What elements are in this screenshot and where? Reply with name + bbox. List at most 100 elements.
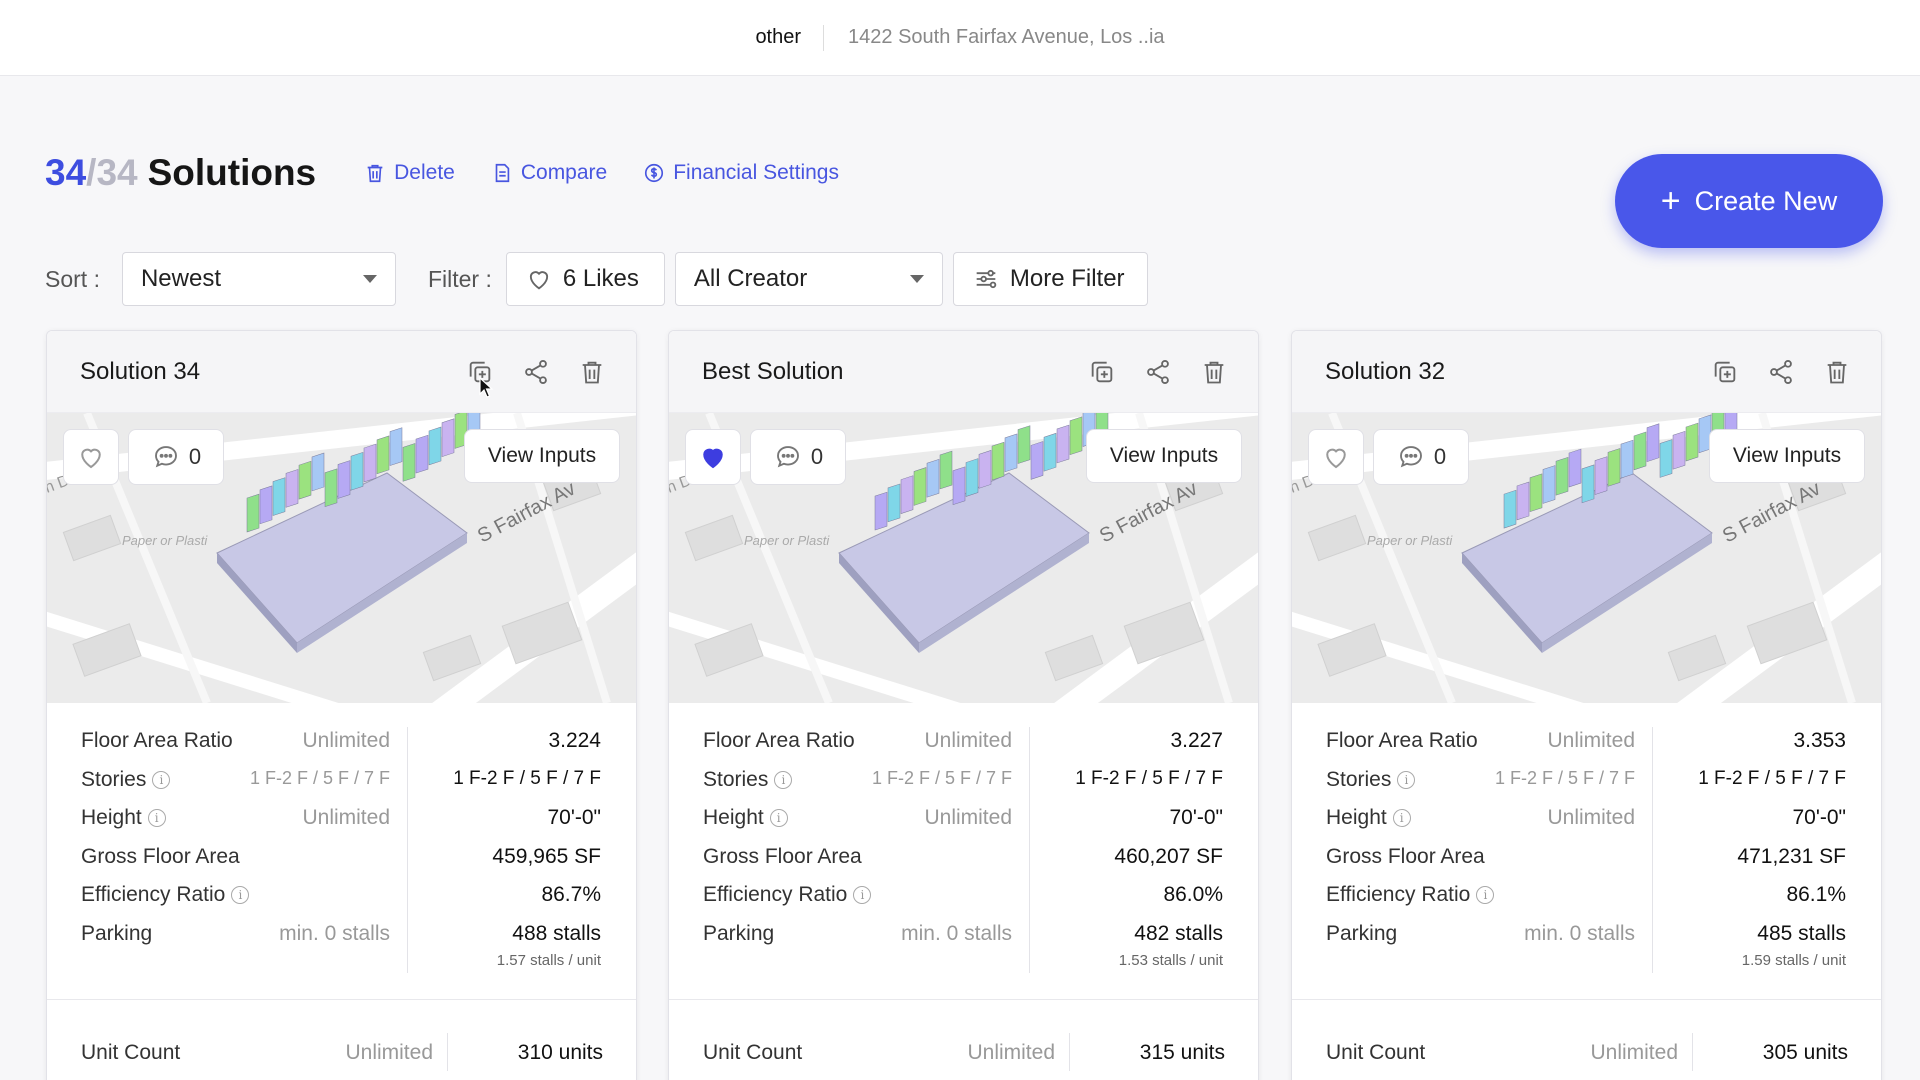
comment-icon xyxy=(776,446,799,468)
card-title[interactable]: Solution 34 xyxy=(80,357,201,385)
metric-row-stories: Stories i 1 F-2 F / 5 F / 7 F 1 F-2 F / 5… xyxy=(1292,762,1881,801)
metric-row-height: Height i Unlimited 70'-0" xyxy=(1292,800,1881,839)
info-icon[interactable]: i xyxy=(1397,770,1416,789)
card-header: Solution 32 xyxy=(1292,331,1881,413)
like-button[interactable] xyxy=(63,429,119,485)
duplicate-icon[interactable] xyxy=(1711,358,1739,386)
info-icon[interactable]: i xyxy=(231,886,250,904)
count-total: 34 xyxy=(96,152,138,193)
heart-icon xyxy=(81,448,101,469)
metrics-divider xyxy=(1029,727,1030,973)
trash-icon[interactable] xyxy=(578,358,606,386)
solutions-title: Solutions xyxy=(147,152,317,193)
info-icon[interactable]: i xyxy=(769,809,788,827)
info-icon[interactable]: i xyxy=(152,770,171,789)
view-inputs-button[interactable]: View Inputs xyxy=(1086,429,1242,483)
card-title[interactable]: Solution 32 xyxy=(1325,357,1446,385)
card-title[interactable]: Best Solution xyxy=(702,357,844,385)
gfa-value: 459,965 SF xyxy=(492,844,601,868)
like-button[interactable] xyxy=(1308,429,1364,485)
trash-icon[interactable] xyxy=(1823,358,1851,386)
parking-value: 482 stalls xyxy=(1134,921,1223,945)
solution-preview-image[interactable]: S Fairfax Av Paper or Plasti n Dr 0 View… xyxy=(1292,413,1881,703)
solution-card[interactable]: Solution 34 xyxy=(46,330,637,1080)
section-divider xyxy=(47,999,636,1000)
topbar-divider xyxy=(823,24,825,51)
far-label: Floor Area Ratio xyxy=(1326,729,1478,752)
height-limit: Unlimited xyxy=(302,806,390,829)
unit-count-limit: Unlimited xyxy=(345,1041,433,1064)
parking-limit: min. 0 stalls xyxy=(1524,921,1635,945)
heart-icon xyxy=(703,448,723,469)
far-limit: Unlimited xyxy=(302,729,390,752)
gfa-label: Gross Floor Area xyxy=(703,844,862,868)
card-actions xyxy=(1711,358,1851,386)
efficiency-value: 86.0% xyxy=(1163,883,1223,906)
duplicate-icon[interactable] xyxy=(466,358,494,386)
card-actions xyxy=(466,358,606,386)
metric-row-efficiency: Efficiency Ratio i 86.7% xyxy=(47,877,636,916)
view-inputs-button[interactable]: View Inputs xyxy=(1709,429,1865,483)
unit-count-label: Unit Count xyxy=(703,1041,803,1064)
card-header: Best Solution xyxy=(669,331,1258,413)
height-label: Height xyxy=(81,806,142,829)
unit-count-label: Unit Count xyxy=(81,1041,181,1064)
create-new-button[interactable]: + Create New xyxy=(1615,154,1883,248)
share-icon[interactable] xyxy=(522,358,550,386)
delete-button[interactable]: Delete xyxy=(364,161,455,185)
solution-preview-image[interactable]: S Fairfax Av Paper or Plasti n Dr 0 View… xyxy=(47,413,636,703)
height-label: Height xyxy=(1326,806,1387,829)
far-value: 3.353 xyxy=(1793,729,1846,752)
unit-count-limit: Unlimited xyxy=(1590,1041,1678,1064)
comment-button[interactable]: 0 xyxy=(750,429,846,485)
stories-value: 1 F-2 F / 5 F / 7 F xyxy=(453,767,601,789)
creator-select[interactable]: All Creator xyxy=(674,252,943,306)
info-icon[interactable]: i xyxy=(774,770,793,789)
sort-select[interactable]: Newest xyxy=(121,252,396,306)
metric-row-far: Floor Area Ratio Unlimited 3.353 xyxy=(1292,723,1881,762)
share-icon[interactable] xyxy=(1767,358,1795,386)
financial-settings-button[interactable]: Financial Settings xyxy=(643,161,839,185)
likes-filter-button[interactable]: 6 Likes xyxy=(505,252,665,306)
unit-count-value: 315 units xyxy=(1139,1041,1225,1064)
info-icon[interactable]: i xyxy=(853,886,872,904)
heart-icon xyxy=(529,271,548,290)
solution-card[interactable]: Solution 32 xyxy=(1291,330,1882,1080)
far-value: 3.224 xyxy=(548,729,601,752)
unit-count-value: 305 units xyxy=(1762,1041,1848,1064)
info-icon[interactable]: i xyxy=(1392,809,1411,827)
map-poi-label: Paper or Plasti xyxy=(1367,533,1453,548)
compare-button[interactable]: Compare xyxy=(491,161,607,185)
solution-preview-image[interactable]: S Fairfax Av Paper or Plasti n Dr 0 View… xyxy=(669,413,1258,703)
project-address: 1422 South Fairfax Avenue, Los ..ia xyxy=(848,26,1165,48)
parking-value: 488 stalls xyxy=(512,921,601,945)
metric-row-height: Height i Unlimited 70'-0" xyxy=(669,800,1258,839)
info-icon[interactable]: i xyxy=(147,809,166,827)
sort-value: Newest xyxy=(140,265,221,292)
metric-row-stories: Stories i 1 F-2 F / 5 F / 7 F 1 F-2 F / 5… xyxy=(669,762,1258,801)
more-filter-label: More Filter xyxy=(1009,265,1125,292)
more-filter-button[interactable]: More Filter xyxy=(952,252,1148,306)
document-icon xyxy=(495,163,510,183)
duplicate-icon[interactable] xyxy=(1088,358,1116,386)
parking-per-unit: 1.57 stalls / unit xyxy=(496,951,601,969)
share-icon[interactable] xyxy=(1144,358,1172,386)
comment-button[interactable]: 0 xyxy=(128,429,224,485)
unit-count-limit: Unlimited xyxy=(967,1041,1055,1064)
project-name[interactable]: other xyxy=(755,26,802,48)
comment-count: 0 xyxy=(810,444,824,469)
metrics-table: Floor Area Ratio Unlimited 3.227 Stories… xyxy=(669,703,1258,1003)
info-icon[interactable]: i xyxy=(1476,886,1495,904)
gfa-value: 471,231 SF xyxy=(1737,844,1846,868)
stories-limit: 1 F-2 F / 5 F / 7 F xyxy=(1494,767,1635,788)
like-button[interactable] xyxy=(685,429,741,485)
stories-limit: 1 F-2 F / 5 F / 7 F xyxy=(249,767,390,788)
trash-icon[interactable] xyxy=(1200,358,1228,386)
comment-button[interactable]: 0 xyxy=(1373,429,1469,485)
parking-per-unit: 1.59 stalls / unit xyxy=(1741,951,1846,969)
view-inputs-button[interactable]: View Inputs xyxy=(464,429,620,483)
solution-card[interactable]: Best Solution xyxy=(668,330,1259,1080)
header-actions: Delete Compare Financial Settings xyxy=(364,161,839,185)
stories-limit: 1 F-2 F / 5 F / 7 F xyxy=(871,767,1012,788)
compare-label: Compare xyxy=(520,161,608,184)
